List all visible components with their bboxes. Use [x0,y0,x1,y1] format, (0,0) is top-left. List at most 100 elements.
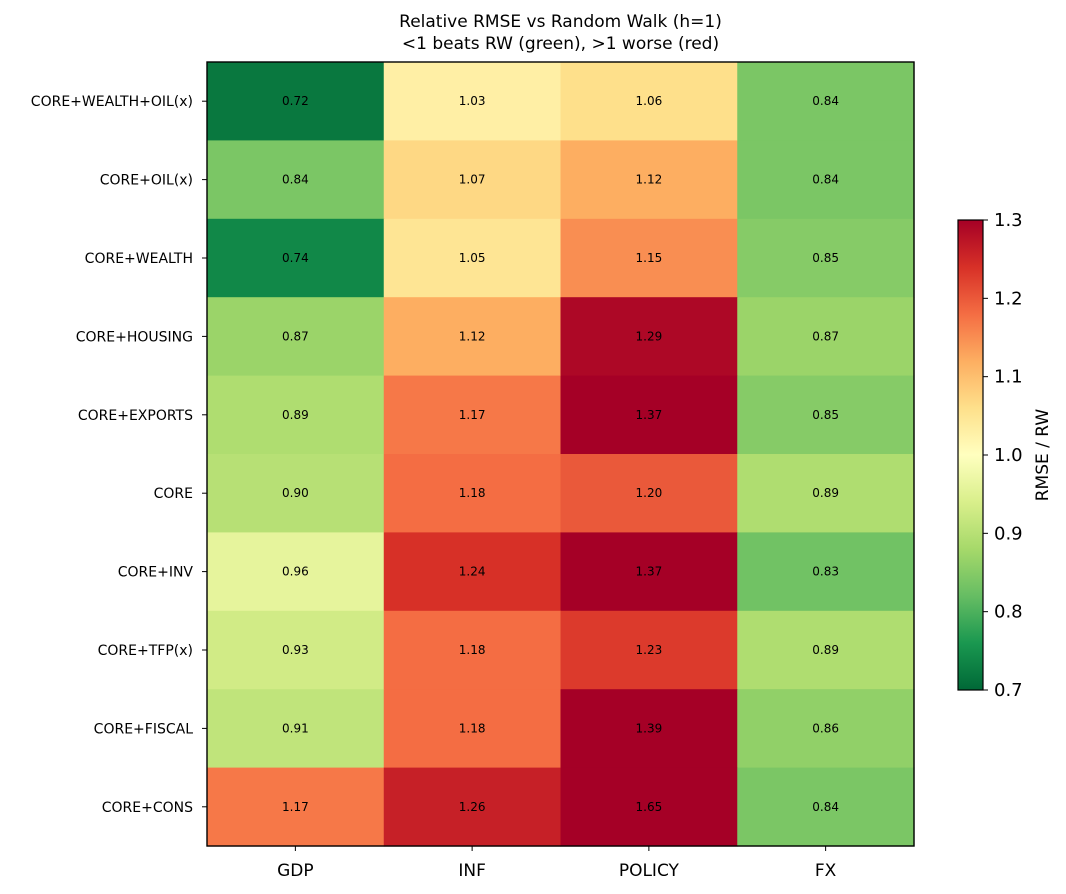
heatmap-cell [383,375,562,455]
heatmap-cell [383,140,562,220]
cell-value-label: 1.05 [459,251,486,265]
heatmap-cell [383,610,562,690]
cell-value-label: 1.29 [636,329,663,343]
heatmap-cell [560,218,738,298]
heatmap-cell [560,140,738,220]
cell-value-label: 0.86 [812,721,839,735]
heatmap-cell [560,454,738,533]
colorbar-tick-label: 0.7 [994,680,1023,701]
cell-value-label: 1.03 [459,94,486,108]
heatmap-cell [737,375,915,455]
colorbar: 0.7 0.8 0.9 1.0 1.1 1.2 1.3 RMSE / RW [957,210,1053,701]
heatmap-cell [560,610,738,690]
heatmap-cell [207,689,385,769]
cell-value-label: 0.87 [812,329,839,343]
heatmap-cell [560,532,738,612]
colorbar-tick-label: 0.8 [994,602,1023,623]
cell-value-label: 0.84 [812,94,839,108]
cell-value-label: 1.24 [459,565,486,579]
cell-value-label: 0.84 [812,173,839,187]
y-tick-label: CORE+FISCAL [94,721,194,737]
cell-value-label: 0.85 [812,408,839,422]
heatmap-cell [207,767,385,847]
heatmap-cell [737,218,915,298]
cell-value-label: 0.89 [282,408,309,422]
heatmap-cell [737,767,915,847]
cell-value-label: 1.15 [636,251,663,265]
cell-value-label: 1.65 [636,800,663,814]
heatmap-cell [383,532,562,612]
y-tick-label: CORE+OIL(x) [100,173,193,189]
cell-value-label: 0.89 [812,643,839,657]
colorbar-tick-label: 0.9 [994,523,1023,544]
cell-value-label: 0.72 [282,94,309,108]
heatmap-cell [383,689,562,769]
x-tick-label: INF [458,861,486,881]
heatmap-cell [383,62,562,141]
heatmap-cells [207,62,915,847]
cell-value-label: 1.18 [459,643,486,657]
heatmap-cell [207,532,385,612]
heatmap-cell [383,297,562,377]
heatmap-cell [737,62,915,141]
cell-value-label: 0.84 [812,800,839,814]
colorbar-tick-label: 1.3 [994,210,1023,231]
cell-value-label: 0.89 [812,486,839,500]
cell-value-label: 0.91 [282,721,309,735]
y-tick-label: CORE+CONS [102,800,193,816]
y-tick-label: CORE+HOUSING [76,329,193,345]
cell-value-label: 1.17 [282,800,309,814]
cell-value-label: 1.37 [636,565,663,579]
y-tick-label: CORE+WEALTH+OIL(x) [31,94,193,110]
cell-value-label: 0.96 [282,565,309,579]
heatmap-cell [207,140,385,220]
cell-value-label: 1.20 [636,486,663,500]
y-tick-label: CORE+WEALTH [85,251,193,267]
cell-value-label: 1.07 [459,173,486,187]
heatmap-cell [207,62,385,141]
y-axis: CORE+WEALTH+OIL(x) CORE+OIL(x) CORE+WEALTH… [31,94,207,816]
x-tick-label: POLICY [619,861,680,881]
y-tick-label: CORE+TFP(x) [98,643,193,659]
cell-value-label: 1.17 [459,408,486,422]
heatmap-cell [207,297,385,377]
colorbar-gradient [957,219,984,691]
cell-value-label: 1.26 [459,800,486,814]
colorbar-tick-label: 1.0 [994,445,1023,466]
cell-value-label: 0.83 [812,565,839,579]
cell-value-label: 1.18 [459,721,486,735]
y-tick-label: CORE+INV [118,565,194,581]
heatmap-cell [737,454,915,533]
heatmap-cell [207,610,385,690]
colorbar-label: RMSE / RW [1033,409,1053,502]
heatmap-cell [560,767,738,847]
heatmap-cell [737,532,915,612]
cell-value-labels: 0.72 1.03 1.06 0.84 0.84 1.07 1.12 0.84 0.74 1.05… [282,94,839,814]
heatmap-cell [383,454,562,533]
cell-value-label: 0.84 [282,173,309,187]
cell-value-label: 1.06 [636,94,663,108]
heatmap-cell [207,218,385,298]
plot-frame [206,61,915,847]
x-axis: GDP INF POLICY FX [277,846,837,881]
x-tick-label: GDP [277,861,314,881]
y-tick-label: CORE+EXPORTS [78,408,193,424]
heatmap-cell [560,62,738,141]
y-tick-label: CORE [154,486,193,502]
heatmap-cell [737,297,915,377]
chart-title: Relative RMSE vs Random Walk (h=1) [399,12,722,32]
colorbar-tick-label: 1.1 [994,367,1023,388]
cell-value-label: 1.39 [636,721,663,735]
cell-value-label: 1.37 [636,408,663,422]
cell-value-label: 1.18 [459,486,486,500]
heatmap-cell [737,140,915,220]
cell-value-label: 0.74 [282,251,309,265]
cell-value-label: 0.87 [282,329,309,343]
chart-subtitle: <1 beats RW (green), >1 worse (red) [401,34,720,54]
cell-value-label: 0.85 [812,251,839,265]
heatmap-cell [383,218,562,298]
colorbar-tick-label: 1.2 [994,288,1023,309]
cell-value-label: 1.12 [636,173,663,187]
heatmap-cell [737,610,915,690]
